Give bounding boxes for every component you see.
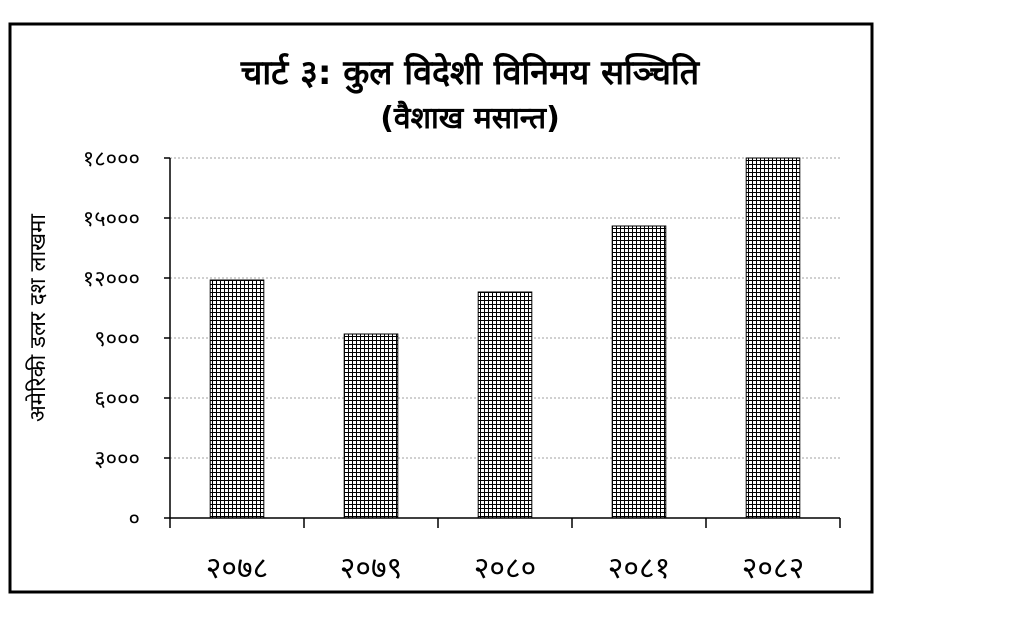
bar-4 bbox=[611, 225, 667, 519]
y-tick-label: १२००० bbox=[83, 267, 140, 292]
chart-title: चार्ट ३: कुल विदेशी विनिमय सञ्चिति bbox=[240, 52, 701, 94]
chart-border bbox=[8, 22, 874, 594]
grid-lines bbox=[164, 157, 840, 519]
y-tick-label: १५००० bbox=[83, 207, 140, 232]
x-tick-label: २०८१ bbox=[608, 551, 670, 586]
x-tick-label: २०७९ bbox=[340, 551, 402, 586]
x-tick-label: २०८० bbox=[474, 551, 536, 586]
bar-3 bbox=[477, 291, 533, 519]
y-tick-labels: ० ३००० ६००० ९००० १२००० १५००० १८००० bbox=[83, 147, 140, 532]
bar-2 bbox=[343, 333, 399, 519]
y-tick-label: ६००० bbox=[94, 387, 140, 412]
bars bbox=[209, 157, 801, 519]
bar-1 bbox=[209, 279, 265, 519]
y-axis-title: अमेरिकी डलर दश लाखमा bbox=[25, 214, 51, 422]
y-tick-label: ० bbox=[129, 507, 140, 532]
x-tick-label: २०७८ bbox=[206, 551, 268, 586]
x-tick-labels: २०७८ २०७९ २०८० २०८१ २०८२ bbox=[206, 551, 804, 586]
y-tick-label: १८००० bbox=[83, 147, 140, 172]
bar-5 bbox=[745, 157, 801, 519]
y-tick-label: ९००० bbox=[94, 327, 140, 352]
x-tick-label: २०८२ bbox=[742, 551, 804, 586]
y-tick-label: ३००० bbox=[94, 447, 140, 472]
axes bbox=[169, 158, 841, 528]
chart-subtitle: (वैशाख मसान्त) bbox=[380, 100, 560, 136]
